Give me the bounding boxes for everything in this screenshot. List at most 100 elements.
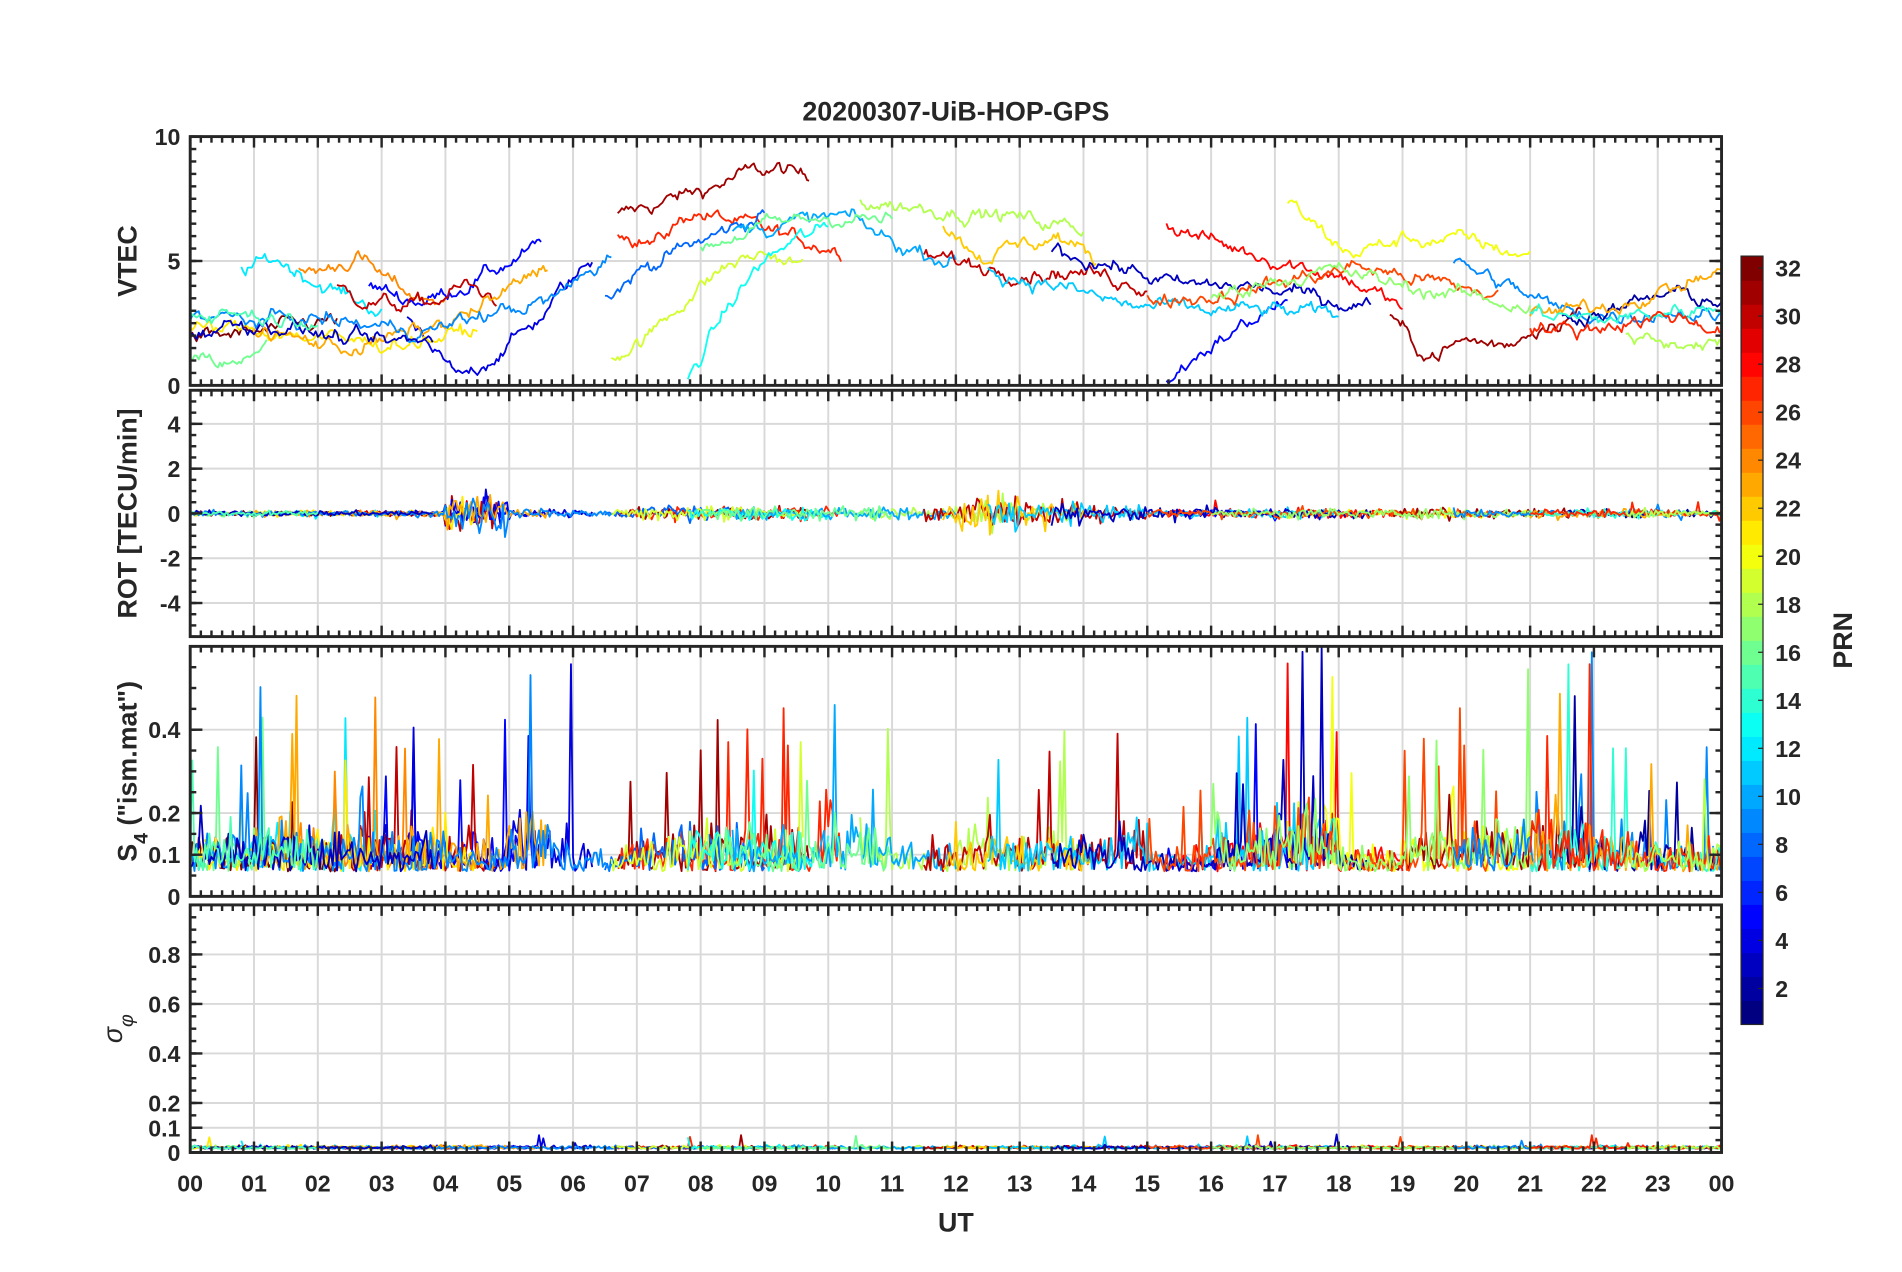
- x-tick-label: 06: [560, 1171, 586, 1197]
- colorbar-swatch-3: [1741, 952, 1764, 978]
- colorbar-tick-label: 18: [1775, 592, 1801, 618]
- y-tick-label: 0.4: [148, 717, 180, 743]
- colorbar-swatch-30: [1741, 304, 1764, 329]
- panel-sigma_phi: 00.10.2 0.4 0.6 0.8 σφ: [98, 903, 1724, 1166]
- y-label-sub: φ: [116, 1014, 138, 1027]
- colorbar-tick-label: 14: [1775, 688, 1801, 714]
- vtec-series-prn-8: [604, 209, 766, 300]
- vtec-series-prn-20: [1286, 199, 1531, 259]
- colorbar-tick-label: 20: [1775, 544, 1801, 570]
- colorbar-swatch-10: [1741, 784, 1764, 809]
- y-tick-label: -2: [160, 546, 181, 572]
- y-label-main: S: [113, 844, 143, 862]
- x-tick-label: 21: [1517, 1171, 1543, 1197]
- vtec-series-prn-27: [616, 209, 842, 262]
- x-tick-label: 07: [624, 1171, 650, 1197]
- s4-series-prn-17: [1210, 668, 1532, 873]
- colorbar-swatch-16: [1741, 640, 1764, 665]
- x-tick-labels: 00 01 02 03 04 05 06 07 08 09 10 11 12 13 14 15 16 17 18 19…: [177, 1171, 1734, 1197]
- sigma_phi-series-prn-18: [1625, 1144, 1722, 1150]
- y-tick-label: 0: [168, 501, 181, 527]
- vtec-series-prn-23: [1529, 267, 1722, 317]
- colorbar-label: PRN: [1828, 612, 1858, 669]
- y-tick-label: -4: [160, 591, 181, 617]
- vtec-series-prn-14: [1529, 303, 1722, 324]
- colorbar-tick-label: 12: [1775, 736, 1801, 762]
- y-label-main: σ: [98, 1026, 128, 1043]
- vtec-series-prn-16: [190, 339, 268, 369]
- colorbar-swatch-4: [1741, 928, 1764, 954]
- colorbar-swatch-1: [1741, 1000, 1764, 1026]
- panel-frame: [188, 388, 1724, 639]
- rot-series-prn-18: [1624, 506, 1722, 519]
- colorbar-tick-label: 30: [1775, 304, 1801, 330]
- y-tick-label: 0.1: [148, 842, 180, 868]
- colorbar-tick-label: 24: [1775, 448, 1801, 474]
- vtec-series-prn-13: [687, 221, 829, 380]
- x-tick-label: 00: [177, 1171, 203, 1197]
- colorbar-swatch-21: [1741, 520, 1764, 545]
- y-tick-label: 0.2: [148, 801, 180, 827]
- panel-rot: -4 -2 0 2 4 ROT [TECU/min]: [113, 388, 1724, 639]
- vtec-series-prn-11: [987, 266, 1339, 318]
- y-tick-label: 0: [168, 1140, 181, 1166]
- y-axis-label: S4 ("ism.mat"): [113, 681, 153, 862]
- s4-series-prn-3: [190, 804, 434, 873]
- colorbar-swatch-32: [1741, 256, 1764, 281]
- x-tick-label: 08: [688, 1171, 714, 1197]
- rot-series-prn-15: [190, 509, 319, 517]
- s4-series-prn-27: [1529, 663, 1722, 873]
- vtec-series-prn-17: [1210, 261, 1531, 315]
- colorbar-swatch-7: [1741, 856, 1764, 881]
- colorbar-tick-label: 16: [1775, 640, 1801, 666]
- series-group: [190, 488, 1722, 539]
- y-tick-label: 0: [168, 373, 181, 399]
- colorbar-tick-label: 4: [1775, 928, 1788, 954]
- y-label-sub: 4: [131, 833, 153, 844]
- vtec-series-prn-30: [923, 248, 1148, 297]
- colorbar-swatch-9: [1741, 808, 1764, 833]
- x-tick-label: 17: [1262, 1171, 1288, 1197]
- y-tick-label: 0.1: [148, 1115, 180, 1141]
- vtec-series-prn-27: [1529, 311, 1722, 341]
- vtec-series-prn-10: [731, 208, 957, 268]
- panel-s4: 00.10.20.4S4 ("ism.mat"): [113, 644, 1724, 910]
- vtec-series-prn-3: [1050, 242, 1372, 312]
- vtec-series-prn-5: [368, 238, 542, 307]
- x-tick-label: 00: [1709, 1171, 1735, 1197]
- s4-series-prn-10: [731, 703, 957, 873]
- y-label-rest: ("ism.mat"): [113, 681, 143, 833]
- colorbar-tick-label: 8: [1775, 832, 1788, 858]
- x-tick-label: 14: [1071, 1171, 1097, 1197]
- vtec-series-prn-16: [699, 211, 893, 252]
- vtec-series-prn-2: [1561, 284, 1722, 329]
- y-tick-label: 0.4: [148, 1041, 180, 1067]
- vtec-series-prn-4: [406, 261, 594, 376]
- colorbar-swatch-27: [1741, 376, 1764, 401]
- x-tick-label: 23: [1645, 1171, 1671, 1197]
- x-tick-label: 16: [1198, 1171, 1224, 1197]
- s4-series-prn-15: [190, 759, 319, 872]
- colorbar-swatch-31: [1741, 280, 1764, 305]
- y-tick-label: 5: [168, 249, 181, 275]
- rot-series-prn-16: [700, 505, 893, 522]
- s4-series-prn-26: [1146, 707, 1500, 873]
- y-tick-label: 0: [168, 884, 181, 910]
- chart-title: 20200307-UiB-HOP-GPS: [802, 97, 1109, 127]
- s4-series-prn-16: [699, 779, 893, 873]
- vtec-series-prn-19: [610, 250, 804, 362]
- y-tick-label: 10: [155, 124, 181, 150]
- vtec-series-prn-26: [1146, 260, 1499, 309]
- x-tick-label: 10: [815, 1171, 841, 1197]
- x-tick-label: 11: [880, 1171, 905, 1197]
- vtec-series-prn-28: [1165, 223, 1403, 310]
- x-tick-label: 15: [1134, 1171, 1160, 1197]
- colorbar-swatch-20: [1741, 544, 1764, 569]
- y-tick-label: 2: [168, 456, 181, 482]
- colorbar-swatch-8: [1741, 832, 1764, 857]
- colorbar-swatch-23: [1741, 472, 1764, 497]
- vtec-series-prn-31: [1389, 306, 1582, 362]
- x-tick-label: 05: [496, 1171, 522, 1197]
- x-tick-label: 19: [1390, 1171, 1416, 1197]
